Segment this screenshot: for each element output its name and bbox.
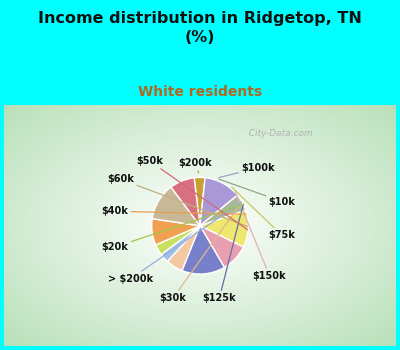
Text: City-Data.com: City-Data.com bbox=[244, 130, 313, 139]
Wedge shape bbox=[171, 178, 200, 226]
Text: $20k: $20k bbox=[102, 205, 242, 252]
Text: $200k: $200k bbox=[178, 158, 212, 173]
Text: $60k: $60k bbox=[107, 174, 248, 226]
Wedge shape bbox=[156, 226, 200, 254]
Wedge shape bbox=[200, 178, 238, 226]
Text: $150k: $150k bbox=[235, 191, 286, 281]
Text: $125k: $125k bbox=[202, 204, 243, 303]
Wedge shape bbox=[152, 219, 200, 245]
Text: $10k: $10k bbox=[219, 179, 296, 206]
Wedge shape bbox=[200, 226, 243, 267]
Text: $40k: $40k bbox=[102, 206, 246, 216]
Text: $50k: $50k bbox=[136, 156, 248, 230]
Wedge shape bbox=[168, 226, 200, 271]
Text: $75k: $75k bbox=[232, 187, 296, 240]
Wedge shape bbox=[152, 187, 200, 226]
Wedge shape bbox=[194, 177, 205, 226]
Text: White residents: White residents bbox=[138, 85, 262, 99]
Wedge shape bbox=[200, 195, 246, 226]
Wedge shape bbox=[161, 226, 200, 261]
Wedge shape bbox=[200, 210, 248, 247]
Text: $30k: $30k bbox=[160, 202, 242, 303]
Text: > $200k: > $200k bbox=[108, 202, 241, 284]
Text: Income distribution in Ridgetop, TN
(%): Income distribution in Ridgetop, TN (%) bbox=[38, 11, 362, 45]
Text: $100k: $100k bbox=[219, 163, 275, 177]
Wedge shape bbox=[182, 226, 224, 274]
